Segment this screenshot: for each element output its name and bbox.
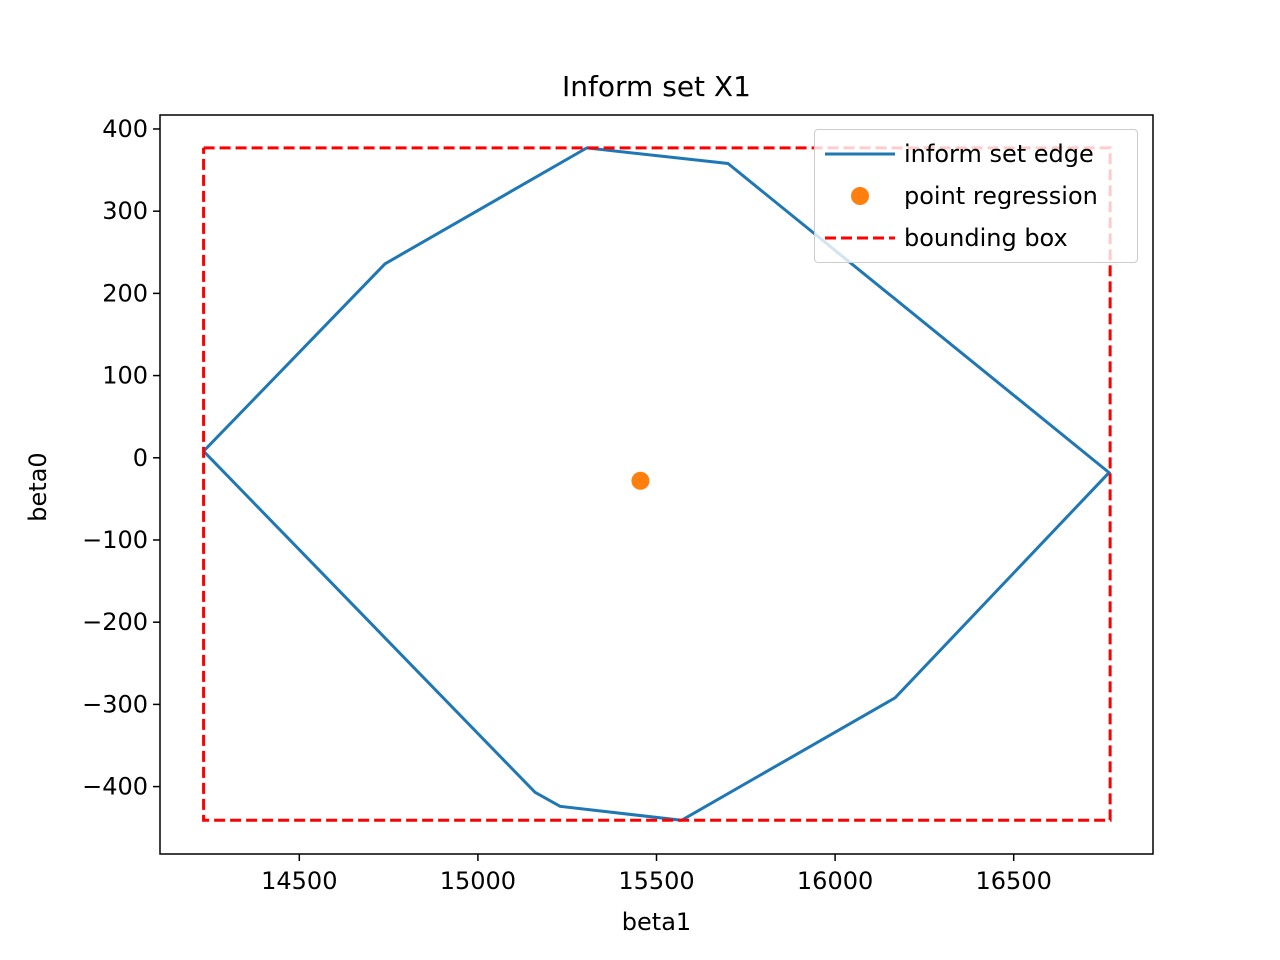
legend: inform set edge point regression boundin… (814, 129, 1138, 263)
y-axis-label: beta0 (24, 452, 52, 522)
x-tick-label: 16000 (797, 867, 873, 895)
legend-label-point: point regression (904, 182, 1098, 210)
series-line-bounding-box (202, 146, 1112, 822)
legend-swatch-edge (825, 152, 895, 156)
legend-swatch-point (851, 187, 869, 205)
legend-swatch-box (825, 236, 895, 240)
legend-item-edge: inform set edge (815, 138, 1135, 170)
legend-item-point: point regression (815, 180, 1135, 212)
y-tick-label: −200 (82, 608, 148, 636)
x-axis-label: beta1 (621, 908, 692, 936)
series-line-inform-set-edge (202, 146, 1112, 822)
x-tick-label: 15000 (440, 867, 516, 895)
y-tick-label: 400 (102, 115, 148, 143)
chart-title: Inform set X1 (562, 70, 751, 103)
x-tick-label: 15500 (618, 867, 694, 895)
y-tick-label: −100 (82, 526, 148, 554)
x-tick-label: 14500 (261, 867, 337, 895)
y-tick-label: 100 (102, 362, 148, 390)
data-point-regression (631, 471, 650, 490)
x-tick-label: 16500 (976, 867, 1052, 895)
legend-label-edge: inform set edge (904, 140, 1094, 168)
y-tick-label: −300 (82, 690, 148, 718)
y-tick-label: 200 (102, 279, 148, 307)
y-tick-label: 300 (102, 197, 148, 225)
y-tick-label: −400 (82, 773, 148, 801)
y-tick-label: 0 (133, 444, 148, 472)
legend-label-box: bounding box (904, 224, 1068, 252)
legend-item-box: bounding box (815, 222, 1135, 254)
